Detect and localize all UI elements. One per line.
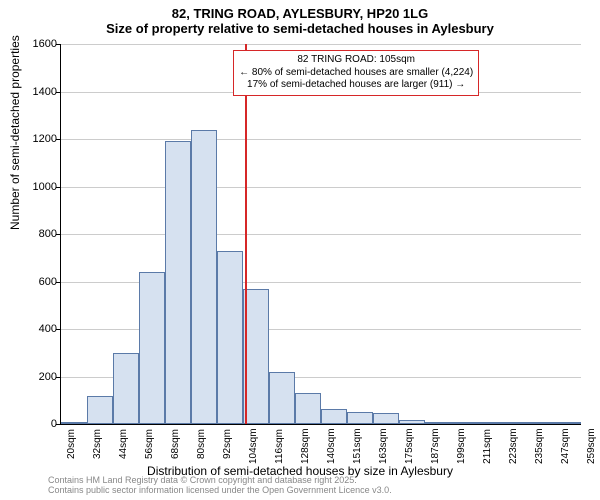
histogram-bar [61, 422, 87, 424]
xtick-label: 163sqm [378, 429, 389, 464]
ytick-label: 400 [27, 323, 57, 335]
xtick-label: 140sqm [326, 429, 337, 464]
ytick-label: 1600 [27, 38, 57, 50]
xtick-label: 223sqm [508, 429, 519, 464]
xtick-label: 235sqm [534, 429, 545, 464]
chart-container: 82, TRING ROAD, AYLESBURY, HP20 1LG Size… [0, 0, 600, 500]
histogram-bar [529, 422, 555, 424]
annotation-line1: ← 80% of semi-detached houses are smalle… [239, 67, 473, 80]
histogram-bar [399, 420, 425, 424]
xtick-label: 104sqm [248, 429, 259, 464]
histogram-bar [555, 422, 581, 424]
histogram-bar [451, 422, 477, 424]
gridline [61, 187, 581, 188]
ytick-label: 600 [27, 276, 57, 288]
xtick-label: 259sqm [586, 429, 597, 464]
histogram-bar [165, 141, 191, 424]
histogram-bar [191, 130, 217, 425]
histogram-bar [139, 272, 165, 424]
histogram-bar [321, 409, 347, 424]
xtick-label: 44sqm [118, 429, 129, 464]
xtick-label: 151sqm [352, 429, 363, 464]
histogram-bar [87, 396, 113, 425]
xtick-label: 116sqm [274, 429, 285, 464]
xtick-label: 92sqm [222, 429, 233, 464]
histogram-bar [217, 251, 243, 424]
histogram-bar [113, 353, 139, 424]
ytick-label: 800 [27, 228, 57, 240]
histogram-bar [425, 422, 451, 424]
title-main: 82, TRING ROAD, AYLESBURY, HP20 1LG [0, 0, 600, 21]
gridline [61, 139, 581, 140]
ytick-label: 1200 [27, 133, 57, 145]
ytick-label: 200 [27, 371, 57, 383]
xtick-label: 128sqm [300, 429, 311, 464]
ytick-label: 1000 [27, 181, 57, 193]
annotation-box: 82 TRING ROAD: 105sqm← 80% of semi-detac… [233, 50, 479, 96]
histogram-bar [269, 372, 295, 424]
xtick-label: 56sqm [144, 429, 155, 464]
footnote-line2: Contains public sector information licen… [48, 486, 392, 496]
xtick-label: 175sqm [404, 429, 415, 464]
xtick-label: 20sqm [66, 429, 77, 464]
histogram-bar [295, 393, 321, 424]
gridline [61, 234, 581, 235]
xtick-label: 247sqm [560, 429, 571, 464]
histogram-bar [477, 422, 503, 424]
xtick-label: 68sqm [170, 429, 181, 464]
annotation-line2: 17% of semi-detached houses are larger (… [239, 79, 473, 92]
gridline [61, 44, 581, 45]
xtick-label: 211sqm [482, 429, 493, 464]
reference-line [245, 44, 247, 424]
ytick-label: 0 [27, 418, 57, 430]
y-axis-label: Number of semi-detached properties [8, 35, 22, 230]
ytick-label: 1400 [27, 86, 57, 98]
histogram-bar [373, 413, 399, 424]
xtick-label: 199sqm [456, 429, 467, 464]
histogram-bar [503, 422, 529, 424]
xtick-label: 32sqm [92, 429, 103, 464]
histogram-bar [347, 412, 373, 424]
chart-area: 0200400600800100012001400160020sqm32sqm4… [60, 44, 581, 425]
footnote: Contains HM Land Registry data © Crown c… [48, 476, 392, 496]
xtick-label: 80sqm [196, 429, 207, 464]
title-sub: Size of property relative to semi-detach… [0, 21, 600, 36]
annotation-title: 82 TRING ROAD: 105sqm [239, 54, 473, 67]
xtick-label: 187sqm [430, 429, 441, 464]
